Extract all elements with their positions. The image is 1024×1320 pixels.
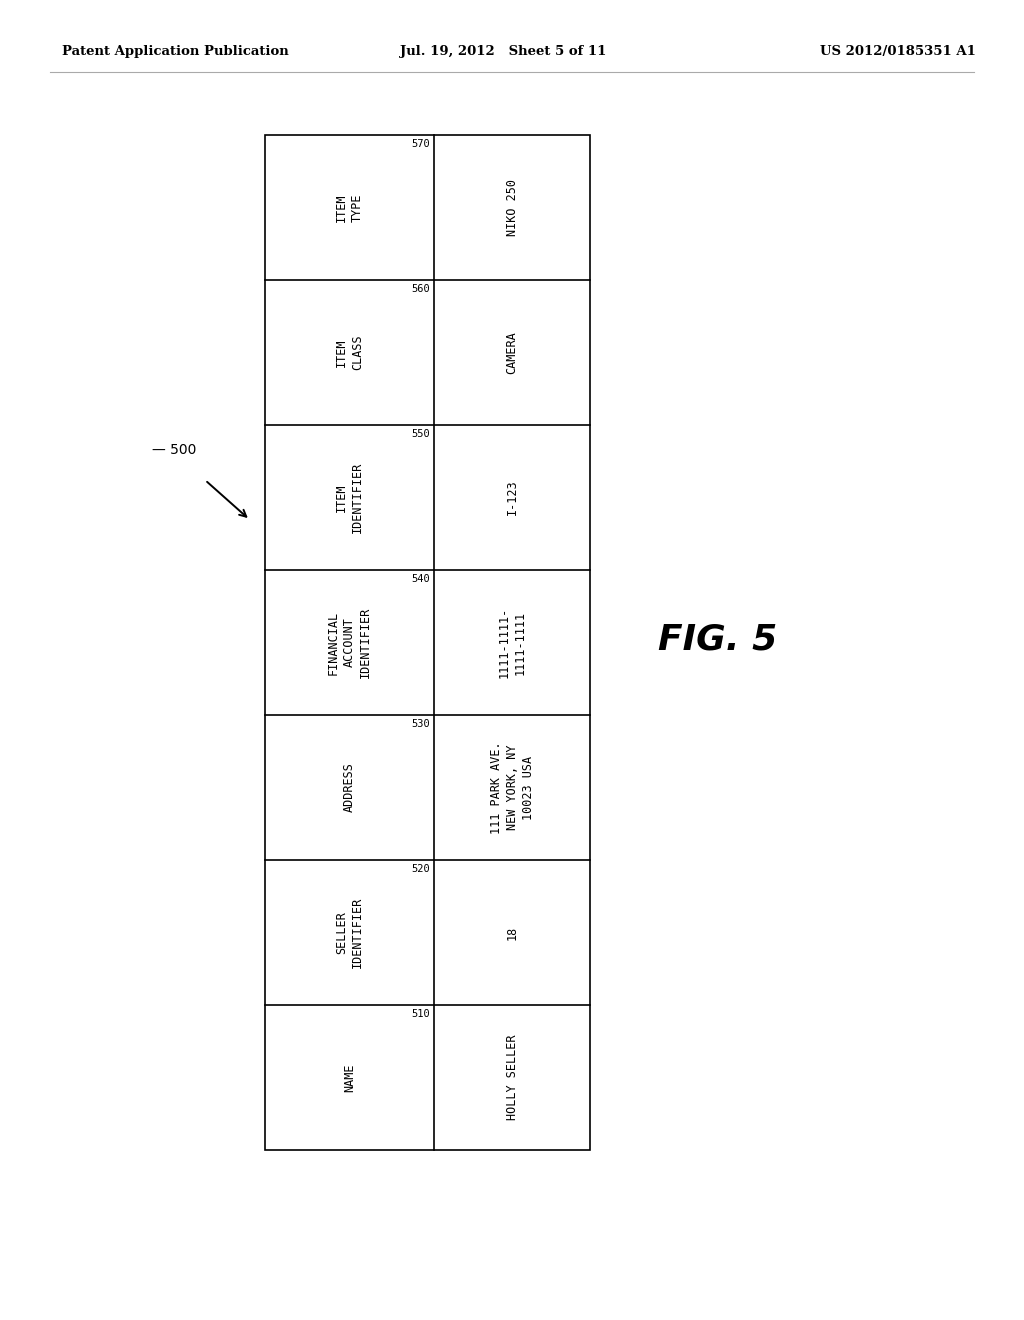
Text: FIG. 5: FIG. 5 [658, 623, 777, 657]
Text: HOLLY SELLER: HOLLY SELLER [506, 1035, 518, 1121]
Text: ITEM
TYPE: ITEM TYPE [335, 193, 364, 222]
Bar [265, 135, 590, 1150]
Text: NIKO 250: NIKO 250 [506, 180, 518, 236]
Text: NAME: NAME [343, 1063, 356, 1092]
Text: 540: 540 [412, 574, 430, 583]
Text: ADDRESS: ADDRESS [343, 763, 356, 812]
Text: Jul. 19, 2012   Sheet 5 of 11: Jul. 19, 2012 Sheet 5 of 11 [400, 45, 606, 58]
Text: 530: 530 [412, 719, 430, 729]
Text: CAMERA: CAMERA [506, 331, 518, 374]
Text: — 500: — 500 [152, 444, 197, 457]
Text: Patent Application Publication: Patent Application Publication [62, 45, 289, 58]
Text: SELLER
IDENTIFIER: SELLER IDENTIFIER [335, 896, 364, 968]
Text: 550: 550 [412, 429, 430, 440]
Text: FINANCIAL
ACCOUNT
IDENTIFIER: FINANCIAL ACCOUNT IDENTIFIER [327, 607, 372, 678]
Text: ITEM
CLASS: ITEM CLASS [335, 335, 364, 371]
Text: 560: 560 [412, 284, 430, 294]
Text: 111 PARK AVE.
NEW YORK, NY
10023 USA: 111 PARK AVE. NEW YORK, NY 10023 USA [489, 742, 535, 834]
Text: 1111-1111-
1111-1111: 1111-1111- 1111-1111 [498, 607, 526, 678]
Text: US 2012/0185351 A1: US 2012/0185351 A1 [820, 45, 976, 58]
Text: ITEM
IDENTIFIER: ITEM IDENTIFIER [335, 462, 364, 533]
Text: 520: 520 [412, 865, 430, 874]
Text: 510: 510 [412, 1008, 430, 1019]
Text: 570: 570 [412, 139, 430, 149]
Text: I-123: I-123 [506, 479, 518, 515]
Text: 18: 18 [506, 925, 518, 940]
